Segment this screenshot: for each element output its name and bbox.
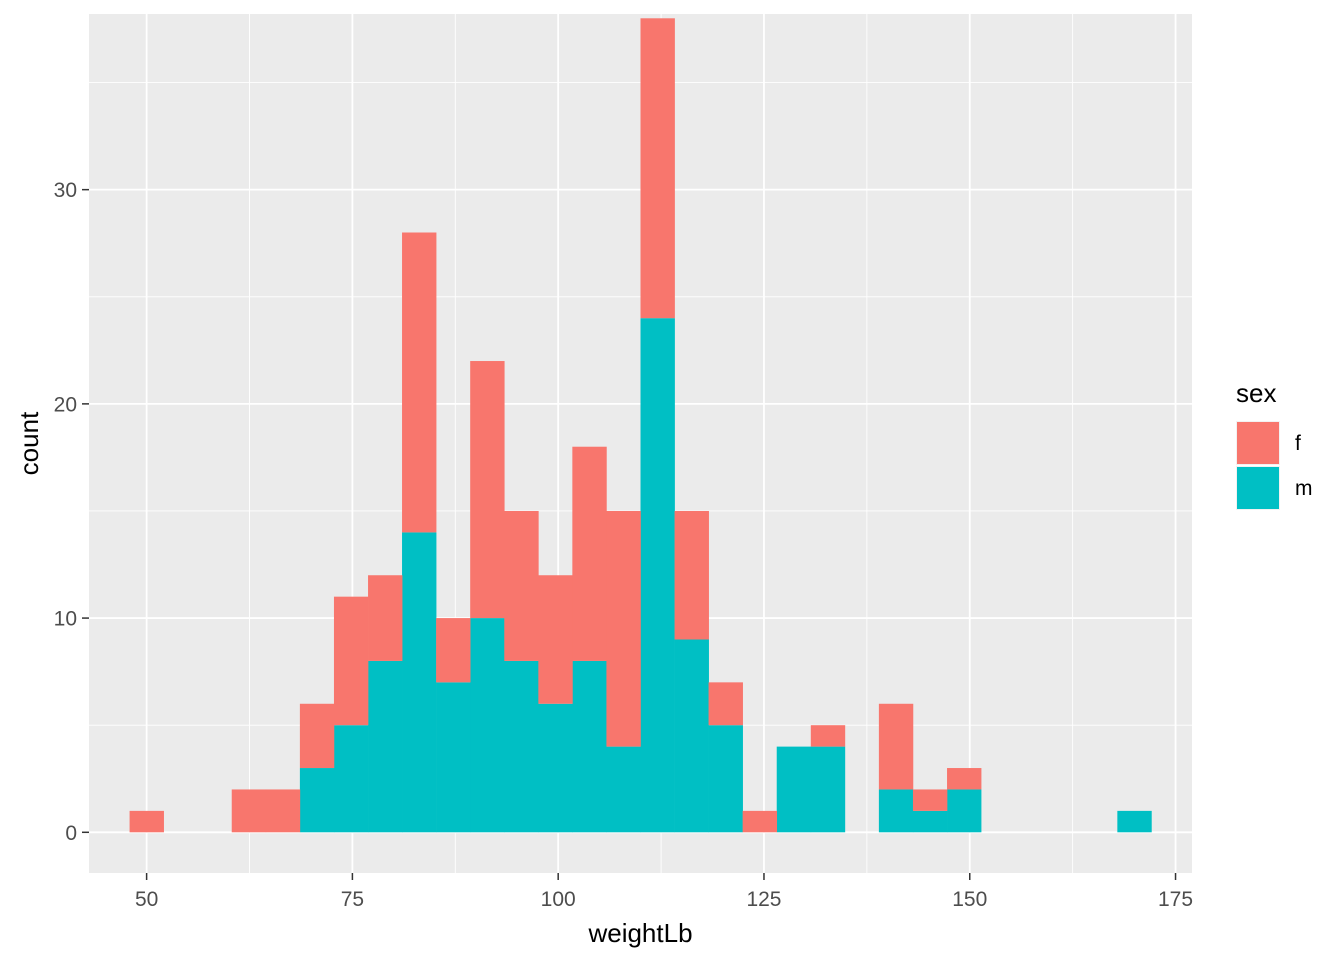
bars xyxy=(129,18,1152,833)
x-tick-label: 50 xyxy=(135,888,158,911)
legend-swatch-f xyxy=(1237,422,1279,464)
bar-f-15 xyxy=(640,18,675,319)
bar-m-5 xyxy=(299,768,335,833)
bar-f-7 xyxy=(368,575,403,661)
y-tick-label: 20 xyxy=(54,393,77,416)
bar-m-10 xyxy=(470,618,505,833)
x-tick-label: 150 xyxy=(952,888,987,911)
bar-m-12 xyxy=(538,703,573,833)
x-tick-label: 175 xyxy=(1158,888,1193,911)
y-axis-title: count xyxy=(14,411,44,475)
bar-f-20 xyxy=(810,725,846,747)
bar-m-7 xyxy=(368,660,403,833)
bar-f-0 xyxy=(129,810,164,833)
x-tick-label: 75 xyxy=(341,888,364,911)
x-tick-label: 125 xyxy=(746,888,781,911)
bar-f-3 xyxy=(231,789,267,833)
bar-f-16 xyxy=(674,510,709,640)
bar-f-22 xyxy=(878,703,914,790)
legend: sex fm xyxy=(1236,378,1313,510)
y-tick-label: 0 xyxy=(65,822,77,845)
legend-swatch-m xyxy=(1237,467,1279,509)
legend-label-m: m xyxy=(1295,477,1313,500)
bar-f-10 xyxy=(470,361,505,619)
bar-f-17 xyxy=(708,682,743,726)
legend-title: sex xyxy=(1236,378,1276,408)
bar-f-13 xyxy=(572,446,607,661)
bar-f-9 xyxy=(436,618,471,683)
bar-m-11 xyxy=(504,660,539,833)
bar-f-8 xyxy=(402,232,437,533)
bar-f-18 xyxy=(742,810,778,833)
bar-m-23 xyxy=(912,810,948,833)
bar-m-16 xyxy=(674,639,709,833)
bar-f-11 xyxy=(504,510,539,661)
bar-m-19 xyxy=(776,746,812,833)
bar-f-24 xyxy=(947,768,982,790)
bar-m-29 xyxy=(1117,810,1152,833)
bar-m-13 xyxy=(572,660,607,833)
bar-m-14 xyxy=(606,746,641,833)
axes: 50 75 100 125 150 175 0 10 20 30 xyxy=(54,179,1193,911)
x-axis-title: weightLb xyxy=(587,918,692,948)
bar-m-6 xyxy=(333,725,369,833)
bar-f-12 xyxy=(538,575,573,704)
bar-f-4 xyxy=(265,789,301,833)
legend-label-f: f xyxy=(1295,432,1301,455)
bar-f-5 xyxy=(299,703,335,769)
bar-m-8 xyxy=(402,532,437,833)
y-tick-label: 10 xyxy=(54,608,77,631)
bar-f-23 xyxy=(912,789,948,811)
bar-m-22 xyxy=(878,789,914,833)
bar-m-9 xyxy=(436,682,471,833)
y-tick-label: 30 xyxy=(54,179,77,202)
x-tick-label: 100 xyxy=(541,888,576,911)
bar-m-20 xyxy=(810,746,846,833)
bar-m-24 xyxy=(947,789,982,833)
bar-m-15 xyxy=(640,318,675,833)
bar-f-14 xyxy=(606,510,641,747)
bar-f-6 xyxy=(333,596,369,726)
bar-m-17 xyxy=(708,725,743,833)
